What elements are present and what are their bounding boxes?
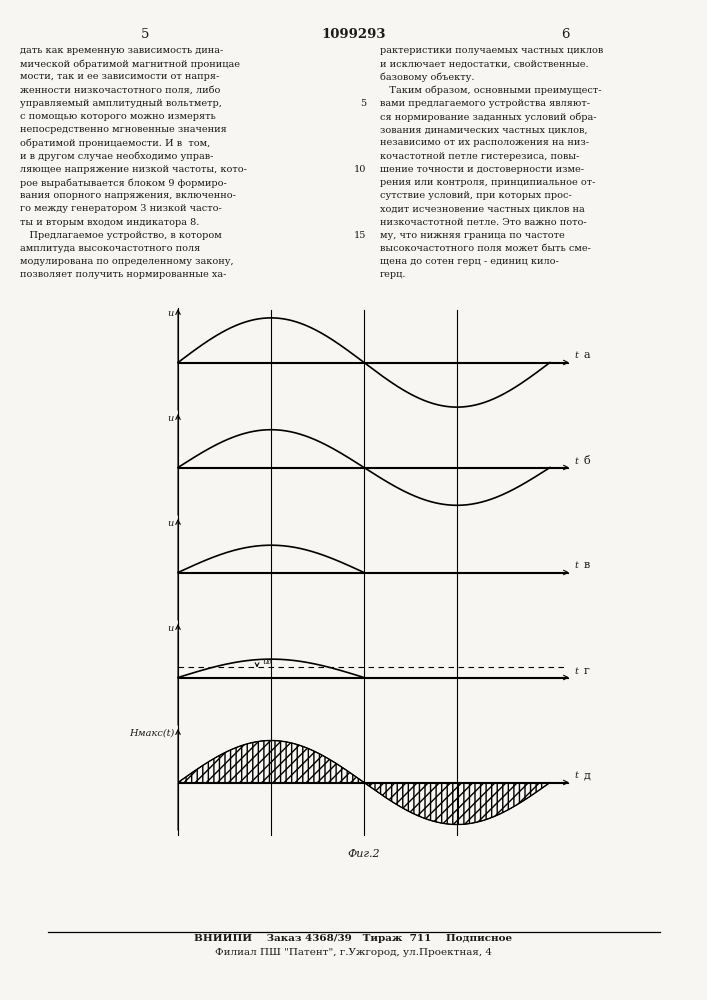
Text: ты и вторым входом индикатора 8.: ты и вторым входом индикатора 8. — [20, 218, 199, 227]
Text: обратимой проницаемости. И в  том,: обратимой проницаемости. И в том, — [20, 138, 210, 148]
Text: 10: 10 — [354, 165, 366, 174]
Text: и исключает недостатки, свойственные.: и исключает недостатки, свойственные. — [380, 59, 589, 68]
Text: непосредственно мгновенные значения: непосредственно мгновенные значения — [20, 125, 227, 134]
Text: с помощью которого можно измерять: с помощью которого можно измерять — [20, 112, 216, 121]
Text: женности низкочастотного поля, либо: женности низкочастотного поля, либо — [20, 86, 221, 95]
Text: сутствие условий, при которых прос-: сутствие условий, при которых прос- — [380, 191, 572, 200]
Text: u₀: u₀ — [262, 657, 271, 666]
Text: в: в — [584, 560, 590, 570]
Text: б: б — [584, 456, 591, 466]
Text: вами предлагаемого устройства являют-: вами предлагаемого устройства являют- — [380, 99, 590, 108]
Text: герц.: герц. — [380, 270, 407, 279]
Text: рое вырабатывается блоком 9 формиро-: рое вырабатывается блоком 9 формиро- — [20, 178, 227, 188]
Text: а: а — [584, 351, 590, 360]
Text: модулирована по определенному закону,: модулирована по определенному закону, — [20, 257, 233, 266]
Text: позволяет получить нормированные ха-: позволяет получить нормированные ха- — [20, 270, 226, 279]
Text: кочастотной петле гистерезиса, повы-: кочастотной петле гистерезиса, повы- — [380, 152, 579, 161]
Text: рения или контроля, принципиальное от-: рения или контроля, принципиальное от- — [380, 178, 595, 187]
Text: ходит исчезновение частных циклов на: ходит исчезновение частных циклов на — [380, 204, 585, 213]
Text: 15: 15 — [354, 231, 366, 240]
Text: амплитуда высокочастотного поля: амплитуда высокочастотного поля — [20, 244, 200, 253]
Text: ВНИИПИ    Заказ 4368/39   Тираж  711    Подписное: ВНИИПИ Заказ 4368/39 Тираж 711 Подписное — [194, 934, 513, 943]
Text: зования динамических частных циклов,: зования динамических частных циклов, — [380, 125, 588, 134]
Text: му, что нижняя граница по частоте: му, что нижняя граница по частоте — [380, 231, 565, 240]
Text: u: u — [168, 414, 174, 423]
Text: и в другом случае необходимо управ-: и в другом случае необходимо управ- — [20, 152, 214, 161]
Text: u: u — [168, 519, 174, 528]
Text: 5: 5 — [360, 99, 366, 108]
Text: независимо от их расположения на низ-: независимо от их расположения на низ- — [380, 138, 589, 147]
Text: базовому объекту.: базовому объекту. — [380, 72, 474, 82]
Text: го между генератором 3 низкой часто-: го между генератором 3 низкой часто- — [20, 204, 222, 213]
Text: u: u — [168, 309, 174, 318]
Text: Филиал ПШ "Патент", г.Ужгород, ул.Проектная, 4: Филиал ПШ "Патент", г.Ужгород, ул.Проект… — [215, 948, 492, 957]
Text: дать как временную зависимость дина-: дать как временную зависимость дина- — [20, 46, 223, 55]
Text: t: t — [574, 456, 578, 466]
Text: 6: 6 — [561, 28, 569, 41]
Text: д: д — [584, 770, 591, 780]
Text: низкочастотной петле. Это важно пото-: низкочастотной петле. Это важно пото- — [380, 218, 587, 227]
Text: t: t — [574, 562, 578, 570]
Text: u: u — [168, 624, 174, 633]
Text: Предлагаемое устройство, в котором: Предлагаемое устройство, в котором — [20, 231, 222, 240]
Text: щена до сотен герц - единиц кило-: щена до сотен герц - единиц кило- — [380, 257, 559, 266]
Text: t: t — [574, 666, 578, 676]
Text: ся нормирование заданных условий обра-: ся нормирование заданных условий обра- — [380, 112, 597, 121]
Text: t: t — [574, 772, 578, 780]
Text: мической обратимой магнитной проницае: мической обратимой магнитной проницае — [20, 59, 240, 69]
Text: t: t — [574, 352, 578, 360]
Text: мости, так и ее зависимости от напря-: мости, так и ее зависимости от напря- — [20, 72, 219, 81]
Text: Hмакс(t): Hмакс(t) — [129, 729, 174, 738]
Text: шение точности и достоверности изме-: шение точности и достоверности изме- — [380, 165, 584, 174]
Text: Таким образом, основными преимущест-: Таким образом, основными преимущест- — [380, 86, 602, 95]
Text: рактеристики получаемых частных циклов: рактеристики получаемых частных циклов — [380, 46, 603, 55]
Text: управляемый амплитудный вольтметр,: управляемый амплитудный вольтметр, — [20, 99, 222, 108]
Text: 5: 5 — [141, 28, 149, 41]
Text: 1099293: 1099293 — [321, 28, 386, 41]
Text: Фиг.2: Фиг.2 — [348, 849, 380, 859]
Text: ляющее напряжение низкой частоты, кото-: ляющее напряжение низкой частоты, кото- — [20, 165, 247, 174]
Text: высокочастотного поля может быть сме-: высокочастотного поля может быть сме- — [380, 244, 591, 253]
Text: вания опорного напряжения, включенно-: вания опорного напряжения, включенно- — [20, 191, 236, 200]
Text: г: г — [584, 666, 590, 676]
